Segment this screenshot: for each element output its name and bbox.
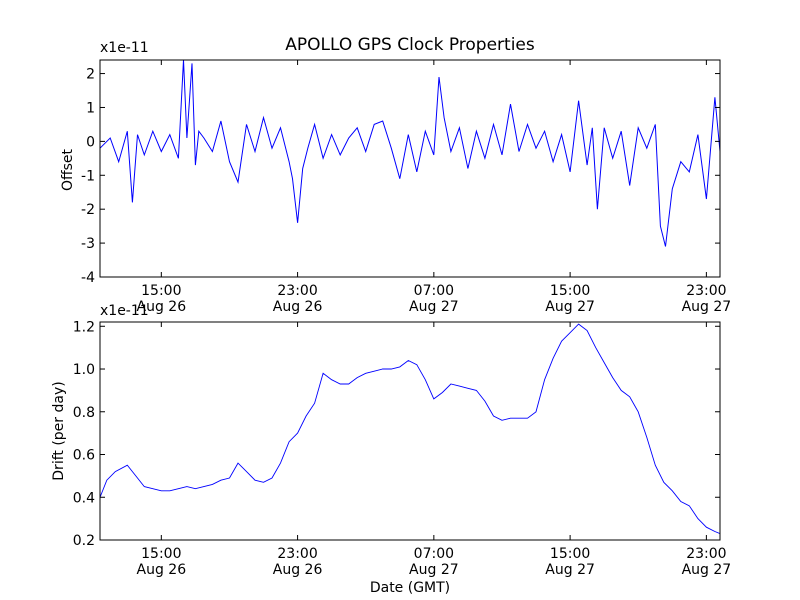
drift-xtick-date: Aug 27 xyxy=(409,562,459,578)
drift-xtick-date: Aug 27 xyxy=(682,562,732,578)
offset-xtick-time: 23:00 xyxy=(686,283,726,299)
drift-ytick-label: 0.2 xyxy=(73,533,95,549)
drift-scale-label: x1e-11 xyxy=(100,303,149,319)
offset-axes-frame xyxy=(99,59,721,278)
drift-ytick-label: 0.8 xyxy=(73,405,95,421)
drift-ytick-label: 0.4 xyxy=(73,490,95,506)
drift-xtick-time: 23:00 xyxy=(277,546,317,562)
offset-xtick-date: Aug 26 xyxy=(273,299,323,315)
drift-ytick-label: 1.0 xyxy=(73,362,95,378)
drift-ytick-label: 0.6 xyxy=(73,448,95,464)
offset-ytick-label: -3 xyxy=(81,236,95,252)
drift-xtick-date: Aug 26 xyxy=(137,562,187,578)
offset-ytick-label: -2 xyxy=(81,202,95,218)
drift-xtick-date: Aug 26 xyxy=(273,562,323,578)
offset-y-label: Offset xyxy=(60,148,76,191)
drift-series-line xyxy=(100,323,720,535)
offset-xtick-date: Aug 26 xyxy=(137,299,187,315)
offset-xtick-date: Aug 27 xyxy=(545,299,595,315)
offset-ytick-label: 1 xyxy=(86,100,95,116)
drift-axes-frame xyxy=(99,321,721,541)
offset-xtick-time: 15:00 xyxy=(141,283,181,299)
offset-ytick-label: 2 xyxy=(86,67,95,83)
drift-xtick-date: Aug 27 xyxy=(545,562,595,578)
offset-ytick-label: -4 xyxy=(81,270,95,286)
offset-xtick-time: 23:00 xyxy=(277,283,317,299)
offset-ytick-label: -1 xyxy=(81,168,95,184)
drift-xtick-time: 07:00 xyxy=(414,546,454,562)
offset-series-line xyxy=(100,60,720,247)
offset-xtick-time: 07:00 xyxy=(414,283,454,299)
offset-xtick-date: Aug 27 xyxy=(682,299,732,315)
offset-ytick-label: 0 xyxy=(86,134,95,150)
drift-ytick-label: 1.2 xyxy=(73,319,95,335)
x-axis-label: Date (GMT) xyxy=(370,580,450,596)
offset-scale-label: x1e-11 xyxy=(100,40,149,56)
offset-xtick-time: 15:00 xyxy=(550,283,590,299)
drift-xtick-time: 15:00 xyxy=(141,546,181,562)
offset-xtick-date: Aug 27 xyxy=(409,299,459,315)
chart-title: APOLLO GPS Clock Properties xyxy=(285,35,535,55)
drift-xtick-time: 23:00 xyxy=(686,546,726,562)
drift-xtick-time: 15:00 xyxy=(550,546,590,562)
drift-y-label: Drift (per day) xyxy=(51,381,67,480)
